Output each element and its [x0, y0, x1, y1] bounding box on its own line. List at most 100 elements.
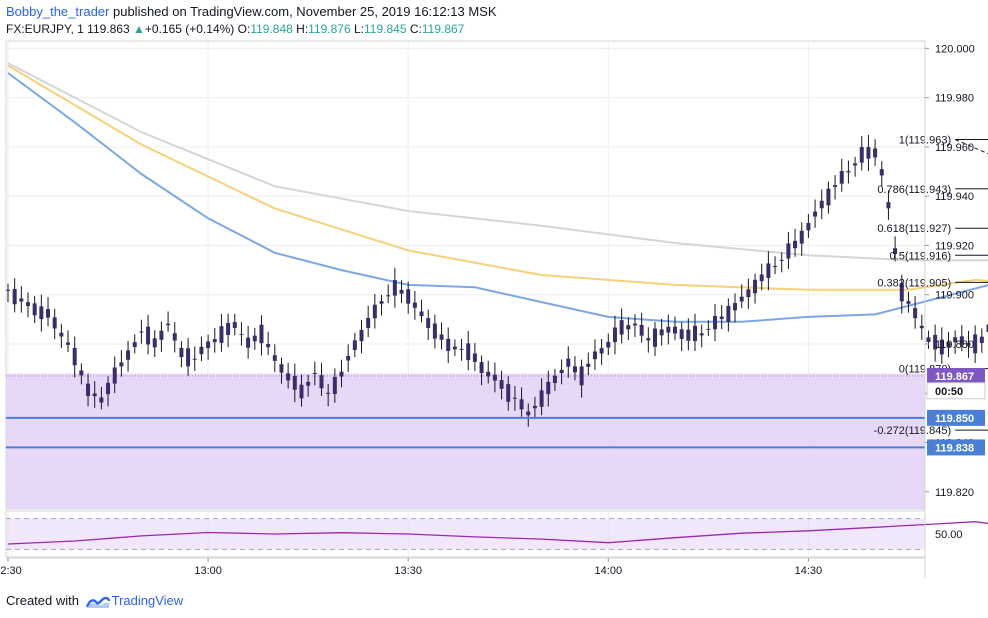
candle-body [926, 337, 931, 342]
candle-body [86, 383, 91, 397]
candle-body [879, 169, 884, 176]
candle-body [779, 259, 784, 261]
candle-body [632, 323, 637, 326]
candle-body [973, 334, 978, 354]
open-label: O: [237, 22, 251, 36]
candle-body [59, 332, 64, 337]
candle-body [446, 338, 451, 351]
candle-body [6, 289, 10, 291]
candle-body [652, 328, 657, 347]
candle-body [292, 375, 297, 390]
candle-body [119, 362, 124, 367]
price-label-text: 119.850 [935, 413, 974, 425]
high-label: H: [296, 22, 309, 36]
fib-level-label: 0.382(119.905) [877, 277, 951, 289]
candle-body [199, 346, 204, 355]
candle-body [799, 230, 804, 244]
candle-body [272, 355, 277, 361]
price-label-text: 00:50 [935, 386, 963, 398]
candle-body [846, 171, 851, 173]
candle-body [259, 324, 264, 344]
axes: 120.000 119.980 119.960 119.940 119.920 119.9… [0, 41, 986, 578]
candle-body [92, 393, 97, 397]
fib-level-label: 0.786(119.943) [877, 184, 951, 196]
candle-body [352, 340, 357, 350]
candle-body [206, 341, 211, 349]
candle-body [319, 375, 324, 389]
candle-body [813, 211, 818, 217]
candle-body [946, 342, 951, 348]
price-tick-label: 119.900 [935, 290, 974, 302]
candle-body [886, 202, 891, 209]
candle-body [512, 397, 517, 399]
price-tick-label: 119.880 [935, 339, 974, 351]
candle-body [466, 343, 471, 361]
candle-body [179, 347, 184, 358]
candle-body [953, 337, 958, 342]
symbol-label: FX:EURJPY, 1 [6, 22, 84, 36]
candle-body [232, 322, 237, 329]
price-chart[interactable]: 1(119.963)0.786(119.943)0.618(119.927)0.… [0, 0, 988, 588]
candle-body [686, 329, 691, 341]
ma-line-ma50 [7, 72, 988, 323]
candle-body [666, 326, 671, 333]
candle-body [66, 342, 71, 345]
candle-body [893, 248, 898, 255]
candle-body [19, 298, 24, 302]
author-link[interactable]: Bobby_the_trader [6, 4, 110, 19]
candle-body [546, 381, 551, 395]
candle-body [459, 348, 464, 350]
fib-level-label: 0.5(119.916) [890, 250, 952, 262]
candle-body [626, 325, 631, 330]
candle-body [566, 358, 571, 367]
candle-body [759, 274, 764, 282]
price-tick-label: 119.960 [935, 142, 974, 154]
publish-info: Bobby_the_trader published on TradingVie… [6, 4, 496, 19]
candle-body [379, 301, 384, 304]
time-tick-label: 13:30 [394, 565, 422, 577]
time-tick-label: 13:00 [194, 565, 222, 577]
open-value: 119.848 [250, 22, 293, 36]
candle-body [399, 289, 404, 294]
candle-body [139, 331, 144, 333]
candle-body [526, 411, 531, 416]
candle-body [12, 288, 17, 305]
candle-body [793, 240, 798, 249]
published-text: published on TradingView.com, November 2… [112, 4, 497, 19]
price-tick-label: 119.920 [935, 240, 974, 252]
candle-body [279, 364, 284, 373]
candle-body [572, 366, 577, 373]
change-value: +0.165 (+0.14%) [144, 22, 235, 36]
candle-body [432, 323, 437, 339]
candle-body [186, 348, 191, 367]
ma-line-ma100 [7, 64, 988, 291]
low-value: 119.845 [364, 22, 407, 36]
candle-body [412, 302, 417, 308]
candle-body [599, 348, 604, 354]
price-label-text: 119.838 [935, 442, 974, 454]
ohlc-legend: FX:EURJPY, 1 119.863 ▲+0.165 (+0.14%) O:… [6, 22, 464, 36]
candle-body [239, 334, 244, 336]
candle-body [986, 324, 988, 333]
candle-body [312, 372, 317, 374]
candle-body [586, 363, 591, 367]
candle-body [819, 200, 824, 209]
created-with-text: Created with [6, 593, 79, 608]
candle-body [406, 289, 411, 304]
candle-body [646, 338, 651, 341]
candle-body [266, 344, 271, 348]
time-tick-label: 12:30 [0, 565, 22, 577]
candle-body [39, 306, 44, 320]
candle-body [753, 279, 758, 294]
candle-body [726, 305, 731, 323]
candle-body [392, 280, 397, 296]
tradingview-link[interactable]: TradingView [111, 593, 184, 608]
candle-body [332, 376, 337, 395]
candle-body [99, 397, 104, 403]
candle-body [806, 222, 811, 231]
candle-body [592, 351, 597, 360]
dashed-trendline [954, 139, 988, 155]
price-tick-label: 120.000 [935, 43, 975, 55]
ma-line-ma200 [7, 62, 988, 262]
candle-body [706, 328, 711, 330]
